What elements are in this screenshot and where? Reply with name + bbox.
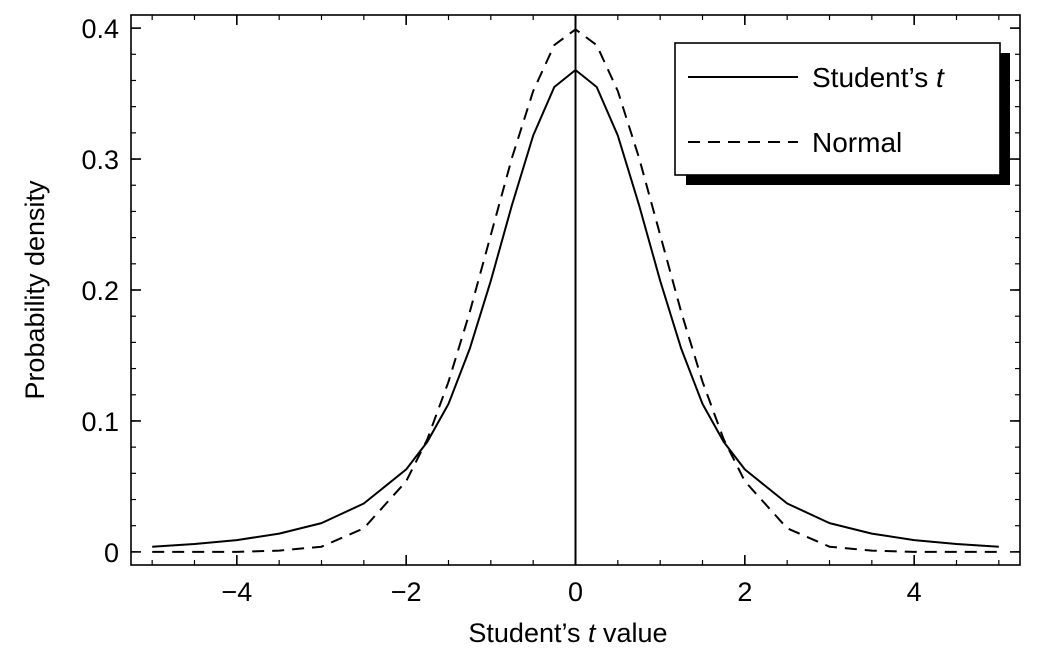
x-axis-title-suffix: value <box>596 618 668 648</box>
series-layer <box>152 28 999 553</box>
series-line-normal <box>152 28 999 553</box>
x-tick-label: −4 <box>221 577 252 607</box>
legend-label-students-t-var: t <box>936 62 945 93</box>
legend-label-students-t: Student’s t <box>812 62 945 93</box>
y-tick-label: 0 <box>104 538 119 568</box>
tick-labels-layer: −4 −2 0 2 4 0 0.1 0.2 0.3 0.4 <box>81 14 921 607</box>
legend-box <box>674 42 1001 176</box>
x-axis-title: Student’s t value <box>468 618 667 648</box>
x-axis-title-prefix: Student’s <box>468 618 588 648</box>
y-tick-label: 0.4 <box>81 14 119 44</box>
x-tick-label: 0 <box>568 577 583 607</box>
legend-label-students-t-prefix: Student’s <box>812 62 936 93</box>
legend-label-normal: Normal <box>812 127 902 158</box>
series-line-students-t <box>152 69 999 548</box>
x-tick-label: 2 <box>737 577 752 607</box>
x-axis-title-var: t <box>588 618 597 648</box>
x-tick-label: 4 <box>907 577 922 607</box>
y-tick-label: 0.2 <box>81 276 119 306</box>
y-tick-label: 0.1 <box>81 407 119 437</box>
legend: Student’s t Normal <box>674 42 1010 185</box>
y-axis-title: Probability density <box>20 180 50 400</box>
x-tick-label: −2 <box>391 577 422 607</box>
y-tick-label: 0.3 <box>81 145 119 175</box>
